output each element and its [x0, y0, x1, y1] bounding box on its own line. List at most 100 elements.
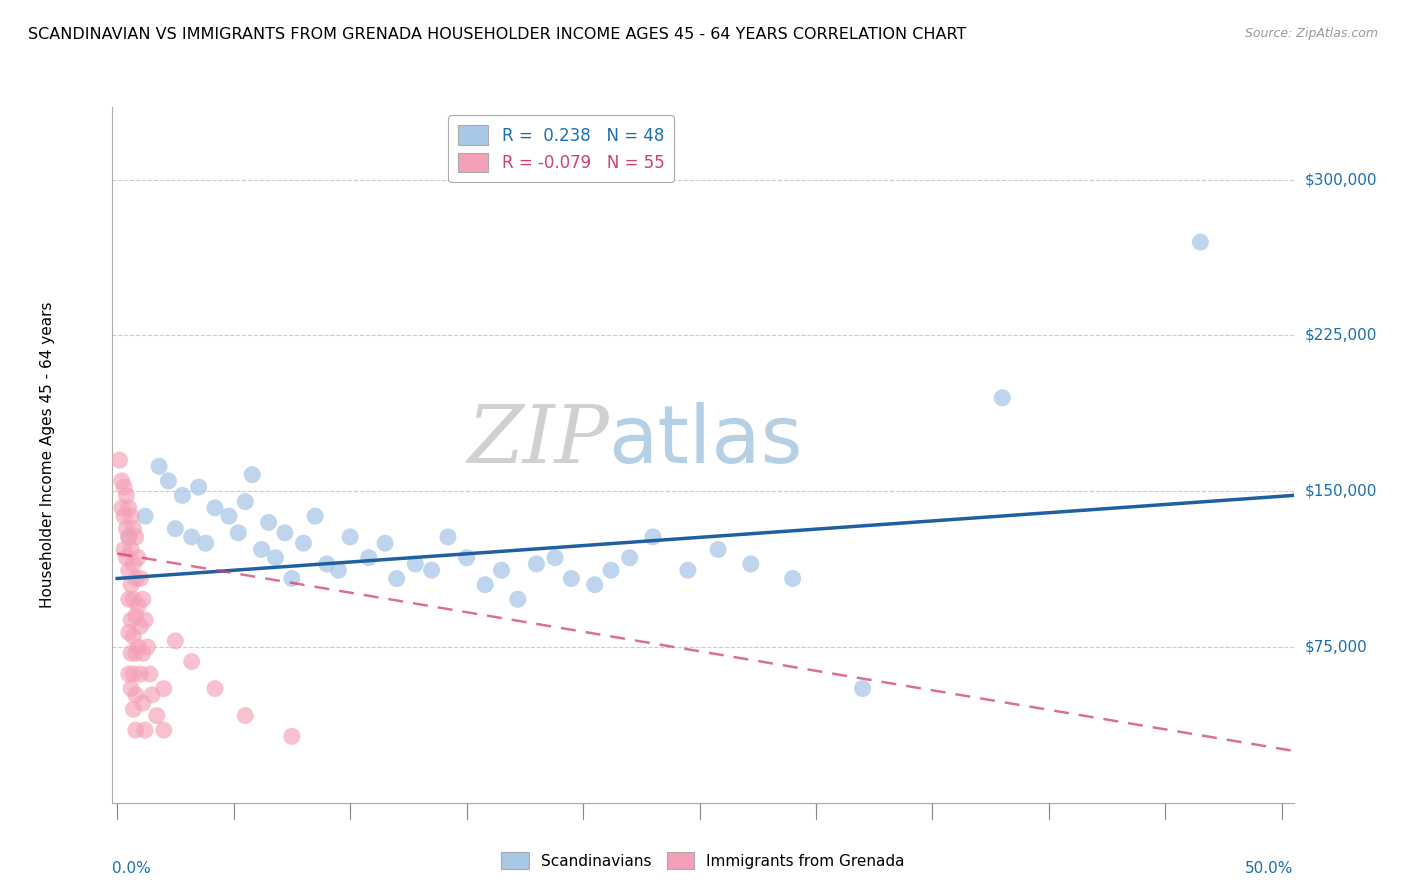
Point — [226, 525, 249, 540]
Point — [233, 708, 256, 723]
Text: atlas: atlas — [609, 402, 803, 480]
Point — [122, 522, 145, 536]
Point — [118, 625, 141, 640]
Point — [132, 696, 155, 710]
Point — [506, 592, 529, 607]
Text: 0.0%: 0.0% — [112, 861, 152, 876]
Point — [165, 633, 187, 648]
Point — [122, 630, 145, 644]
Point — [281, 572, 304, 586]
Point — [187, 480, 209, 494]
Point — [474, 578, 496, 592]
Point — [125, 688, 148, 702]
Point — [118, 667, 141, 681]
Point — [526, 557, 548, 571]
Point — [134, 509, 156, 524]
Point — [112, 480, 135, 494]
Point — [152, 681, 174, 696]
Point — [125, 723, 148, 738]
Point — [118, 500, 141, 515]
Point — [404, 557, 426, 571]
Point — [1189, 235, 1212, 249]
Point — [125, 530, 148, 544]
Point — [315, 557, 337, 571]
Point — [180, 530, 202, 544]
Point — [139, 667, 162, 681]
Text: $300,000: $300,000 — [1305, 172, 1378, 187]
Point — [129, 572, 152, 586]
Point — [157, 474, 180, 488]
Point — [240, 467, 263, 482]
Point — [134, 723, 156, 738]
Point — [129, 619, 152, 633]
Point — [385, 572, 408, 586]
Point — [127, 640, 149, 654]
Point — [991, 391, 1014, 405]
Text: Householder Income Ages 45 - 64 years: Householder Income Ages 45 - 64 years — [39, 301, 55, 608]
Point — [180, 655, 202, 669]
Point — [118, 530, 141, 544]
Point — [491, 563, 513, 577]
Point — [641, 530, 664, 544]
Text: ZIP: ZIP — [467, 402, 609, 480]
Text: Source: ZipAtlas.com: Source: ZipAtlas.com — [1244, 27, 1378, 40]
Point — [118, 530, 141, 544]
Point — [600, 563, 623, 577]
Point — [120, 542, 142, 557]
Point — [328, 563, 350, 577]
Point — [304, 509, 326, 524]
Point — [851, 681, 873, 696]
Point — [122, 667, 145, 681]
Point — [111, 500, 134, 515]
Point — [250, 542, 273, 557]
Point — [264, 550, 287, 565]
Point — [115, 522, 138, 536]
Point — [204, 500, 226, 515]
Point — [619, 550, 641, 565]
Point — [120, 646, 142, 660]
Point — [120, 613, 142, 627]
Point — [145, 708, 167, 723]
Point — [194, 536, 217, 550]
Point — [112, 542, 135, 557]
Legend: Scandinavians, Immigrants from Grenada: Scandinavians, Immigrants from Grenada — [495, 846, 911, 875]
Point — [115, 550, 138, 565]
Point — [281, 729, 304, 743]
Text: 50.0%: 50.0% — [1246, 861, 1294, 876]
Point — [782, 572, 804, 586]
Point — [127, 550, 149, 565]
Point — [204, 681, 226, 696]
Point — [437, 530, 460, 544]
Point — [108, 453, 131, 467]
Point — [118, 592, 141, 607]
Point — [148, 459, 170, 474]
Point — [129, 667, 152, 681]
Point — [560, 572, 582, 586]
Text: $150,000: $150,000 — [1305, 483, 1378, 499]
Point — [132, 592, 155, 607]
Point — [120, 681, 142, 696]
Point — [115, 488, 138, 502]
Point — [357, 550, 380, 565]
Point — [111, 474, 134, 488]
Text: $225,000: $225,000 — [1305, 328, 1378, 343]
Point — [134, 613, 156, 627]
Point — [112, 509, 135, 524]
Point — [125, 572, 148, 586]
Point — [218, 509, 240, 524]
Point — [120, 578, 142, 592]
Point — [456, 550, 478, 565]
Point — [740, 557, 762, 571]
Point — [274, 525, 297, 540]
Point — [141, 688, 163, 702]
Point — [676, 563, 699, 577]
Point — [257, 516, 280, 530]
Point — [339, 530, 361, 544]
Point — [420, 563, 443, 577]
Legend: R =  0.238   N = 48, R = -0.079   N = 55: R = 0.238 N = 48, R = -0.079 N = 55 — [449, 115, 675, 182]
Point — [125, 646, 148, 660]
Point — [122, 592, 145, 607]
Point — [122, 702, 145, 716]
Point — [118, 563, 141, 577]
Point — [583, 578, 606, 592]
